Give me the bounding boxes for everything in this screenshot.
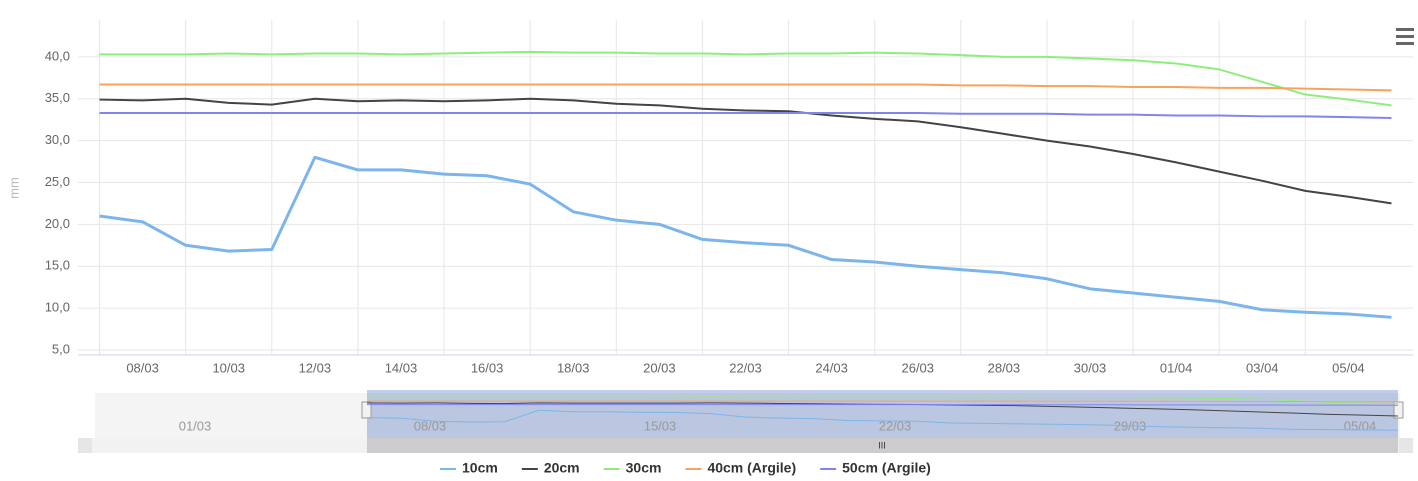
y-tick-label: 35,0 [45, 90, 70, 105]
x-tick-label: 03/04 [1246, 360, 1279, 375]
navigator-line [367, 400, 1399, 403]
menu-button[interactable] [1396, 28, 1414, 45]
navigator-label: 15/03 [644, 418, 677, 433]
menu-bar [1396, 35, 1414, 38]
x-tick-label: 24/03 [815, 360, 848, 375]
x-tick-label: 26/03 [901, 360, 934, 375]
series-line [99, 83, 1392, 92]
menu-bar [1396, 28, 1414, 31]
x-tick-label: 28/03 [988, 360, 1021, 375]
navigator-label: 01/03 [179, 418, 212, 433]
grid [78, 20, 1413, 355]
navigator-line [367, 396, 1399, 405]
y-tick-label: 20,0 [45, 216, 70, 231]
y-tick-label: 40,0 [45, 48, 70, 63]
x-tick-label: 01/04 [1160, 360, 1193, 375]
series-line [99, 111, 1392, 119]
x-tick-label: 10/03 [212, 360, 245, 375]
scrollbar-grip: III [878, 440, 886, 450]
navigator-label: 08/03 [414, 418, 447, 433]
x-tick-label: 05/04 [1332, 360, 1365, 375]
x-tick-label: 22/03 [729, 360, 762, 375]
series-line [99, 50, 1392, 107]
x-tick-label: 30/03 [1074, 360, 1107, 375]
navigator-handle[interactable] [1393, 401, 1404, 419]
navigator-label: 05/04 [1344, 418, 1377, 433]
legend-label: 30cm [626, 460, 662, 476]
scroll-right[interactable] [1399, 438, 1413, 453]
navigator-line [367, 404, 1399, 406]
navigator-bg [95, 393, 1400, 438]
series-line [99, 97, 1392, 205]
legend-label: 50cm (Argile) [842, 460, 931, 476]
y-tick-label: 30,0 [45, 132, 70, 147]
navigator-handle[interactable] [361, 401, 372, 419]
x-tick-label: 08/03 [126, 360, 159, 375]
x-tick-label: 14/03 [385, 360, 418, 375]
x-tick-label: 16/03 [471, 360, 504, 375]
menu-bar [1396, 42, 1414, 45]
legend: 10cm 20cm 30cm 40cm (Argile) 50cm (Argile) [440, 460, 931, 476]
navigator-line [366, 409, 1399, 431]
navigator-label: 22/03 [879, 418, 912, 433]
series-line [99, 155, 1392, 319]
y-tick-label: 15,0 [45, 258, 70, 273]
legend-label: 10cm [462, 460, 498, 476]
y-tick-label: 10,0 [45, 300, 70, 315]
y-tick-label: 5,0 [52, 341, 70, 356]
legend-label: 40cm (Argile) [707, 460, 796, 476]
y-axis-label: mm [6, 177, 21, 199]
legend-label: 20cm [544, 460, 580, 476]
y-tick-label: 25,0 [45, 174, 70, 189]
scroll-left[interactable] [78, 438, 92, 453]
x-tick-label: 18/03 [557, 360, 590, 375]
x-tick-label: 20/03 [643, 360, 676, 375]
x-tick-label: 12/03 [299, 360, 332, 375]
scrollbar-thumb[interactable] [367, 438, 1398, 453]
navigator[interactable]: 01/03 08/03 15/03 22/03 29/03 05/04 III [78, 390, 1413, 453]
